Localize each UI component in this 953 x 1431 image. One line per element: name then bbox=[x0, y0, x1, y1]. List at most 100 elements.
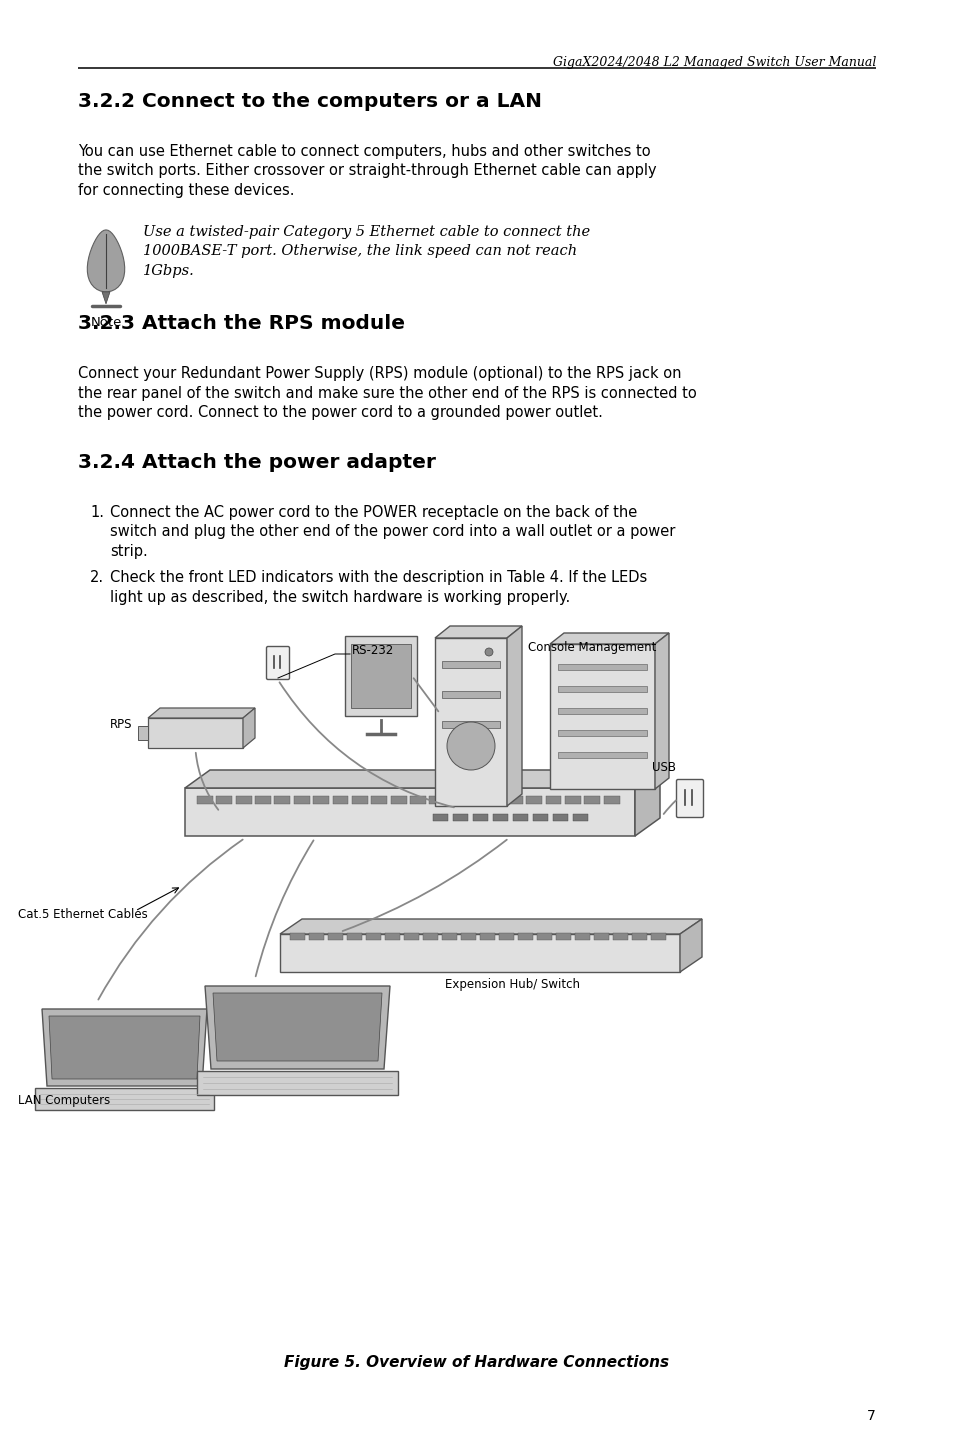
Text: Note: Note bbox=[91, 316, 122, 329]
FancyBboxPatch shape bbox=[313, 796, 329, 804]
Text: 3.2.3 Attach the RPS module: 3.2.3 Attach the RPS module bbox=[78, 315, 405, 333]
FancyBboxPatch shape bbox=[603, 796, 618, 804]
Text: Connect the AC power cord to the POWER receptacle on the back of the: Connect the AC power cord to the POWER r… bbox=[110, 505, 637, 519]
FancyBboxPatch shape bbox=[235, 796, 252, 804]
Text: the rear panel of the switch and make sure the other end of the RPS is connected: the rear panel of the switch and make su… bbox=[78, 386, 696, 401]
FancyBboxPatch shape bbox=[572, 814, 587, 820]
FancyBboxPatch shape bbox=[506, 796, 522, 804]
FancyBboxPatch shape bbox=[422, 933, 437, 940]
Text: strip.: strip. bbox=[110, 544, 148, 558]
FancyBboxPatch shape bbox=[460, 933, 476, 940]
FancyBboxPatch shape bbox=[498, 933, 514, 940]
Polygon shape bbox=[102, 292, 110, 303]
FancyBboxPatch shape bbox=[435, 638, 506, 806]
FancyBboxPatch shape bbox=[558, 685, 646, 693]
FancyBboxPatch shape bbox=[558, 664, 646, 670]
FancyBboxPatch shape bbox=[333, 796, 348, 804]
FancyBboxPatch shape bbox=[558, 753, 646, 758]
FancyBboxPatch shape bbox=[410, 796, 425, 804]
Text: 1000BASE-T port. Otherwise, the link speed can not reach: 1000BASE-T port. Otherwise, the link spe… bbox=[143, 245, 577, 259]
FancyBboxPatch shape bbox=[352, 796, 368, 804]
Text: 3.2.4 Attach the power adapter: 3.2.4 Attach the power adapter bbox=[78, 452, 436, 472]
Text: USB: USB bbox=[651, 761, 676, 774]
Text: Console Management: Console Management bbox=[527, 641, 656, 654]
Polygon shape bbox=[280, 919, 701, 934]
Text: RS-232: RS-232 bbox=[352, 644, 394, 657]
FancyBboxPatch shape bbox=[371, 796, 387, 804]
FancyBboxPatch shape bbox=[452, 814, 467, 820]
FancyBboxPatch shape bbox=[564, 796, 580, 804]
Polygon shape bbox=[185, 770, 659, 788]
FancyBboxPatch shape bbox=[294, 796, 310, 804]
FancyBboxPatch shape bbox=[676, 780, 702, 817]
FancyBboxPatch shape bbox=[532, 814, 547, 820]
Text: You can use Ethernet cable to connect computers, hubs and other switches to: You can use Ethernet cable to connect co… bbox=[78, 145, 650, 159]
Text: RPS: RPS bbox=[110, 718, 132, 731]
Circle shape bbox=[484, 648, 493, 655]
Text: switch and plug the other end of the power cord into a wall outlet or a power: switch and plug the other end of the pow… bbox=[110, 524, 675, 539]
FancyBboxPatch shape bbox=[556, 933, 571, 940]
FancyBboxPatch shape bbox=[403, 933, 418, 940]
FancyBboxPatch shape bbox=[550, 644, 655, 788]
Polygon shape bbox=[635, 770, 659, 836]
FancyBboxPatch shape bbox=[385, 933, 399, 940]
Polygon shape bbox=[213, 993, 381, 1060]
FancyBboxPatch shape bbox=[347, 933, 362, 940]
FancyBboxPatch shape bbox=[545, 796, 560, 804]
Polygon shape bbox=[243, 708, 254, 748]
FancyBboxPatch shape bbox=[512, 814, 527, 820]
Circle shape bbox=[447, 723, 495, 770]
FancyBboxPatch shape bbox=[441, 933, 456, 940]
FancyBboxPatch shape bbox=[479, 933, 495, 940]
FancyBboxPatch shape bbox=[266, 647, 289, 680]
Text: Expension Hub/ Switch: Expension Hub/ Switch bbox=[444, 977, 579, 992]
FancyBboxPatch shape bbox=[583, 796, 599, 804]
Text: 7: 7 bbox=[866, 1410, 875, 1422]
Text: the switch ports. Either crossover or straight-through Ethernet cable can apply: the switch ports. Either crossover or st… bbox=[78, 163, 656, 179]
FancyBboxPatch shape bbox=[441, 721, 499, 728]
Text: Cat.5 Ethernet Cables: Cat.5 Ethernet Cables bbox=[18, 909, 148, 922]
FancyBboxPatch shape bbox=[290, 933, 305, 940]
Text: LAN Computers: LAN Computers bbox=[18, 1095, 111, 1108]
Text: the power cord. Connect to the power cord to a grounded power outlet.: the power cord. Connect to the power cor… bbox=[78, 405, 602, 421]
FancyBboxPatch shape bbox=[196, 796, 213, 804]
FancyBboxPatch shape bbox=[432, 814, 447, 820]
Polygon shape bbox=[205, 986, 390, 1069]
FancyBboxPatch shape bbox=[148, 718, 243, 748]
FancyBboxPatch shape bbox=[366, 933, 381, 940]
FancyBboxPatch shape bbox=[487, 796, 503, 804]
FancyBboxPatch shape bbox=[185, 788, 635, 836]
FancyBboxPatch shape bbox=[558, 708, 646, 714]
Polygon shape bbox=[138, 726, 148, 740]
Text: Connect your Redundant Power Supply (RPS) module (optional) to the RPS jack on: Connect your Redundant Power Supply (RPS… bbox=[78, 366, 680, 381]
FancyBboxPatch shape bbox=[552, 814, 567, 820]
Text: 1Gbps.: 1Gbps. bbox=[143, 263, 194, 278]
FancyBboxPatch shape bbox=[351, 644, 411, 708]
Polygon shape bbox=[42, 1009, 207, 1086]
FancyBboxPatch shape bbox=[448, 796, 464, 804]
FancyBboxPatch shape bbox=[280, 934, 679, 972]
FancyBboxPatch shape bbox=[441, 691, 499, 698]
FancyBboxPatch shape bbox=[441, 661, 499, 668]
FancyBboxPatch shape bbox=[35, 1088, 213, 1110]
FancyBboxPatch shape bbox=[492, 814, 507, 820]
FancyBboxPatch shape bbox=[594, 933, 609, 940]
FancyBboxPatch shape bbox=[650, 933, 665, 940]
Polygon shape bbox=[550, 633, 668, 644]
FancyBboxPatch shape bbox=[631, 933, 646, 940]
Text: for connecting these devices.: for connecting these devices. bbox=[78, 183, 294, 197]
FancyBboxPatch shape bbox=[472, 814, 487, 820]
FancyBboxPatch shape bbox=[537, 933, 552, 940]
FancyBboxPatch shape bbox=[345, 635, 416, 716]
Polygon shape bbox=[148, 708, 254, 718]
Text: 3.2.2 Connect to the computers or a LAN: 3.2.2 Connect to the computers or a LAN bbox=[78, 92, 541, 112]
FancyBboxPatch shape bbox=[328, 933, 343, 940]
Text: light up as described, the switch hardware is working properly.: light up as described, the switch hardwa… bbox=[110, 590, 570, 605]
Text: GigaX2024/2048 L2 Managed Switch User Manual: GigaX2024/2048 L2 Managed Switch User Ma… bbox=[552, 56, 875, 69]
Text: 1.: 1. bbox=[90, 505, 104, 519]
Polygon shape bbox=[435, 625, 521, 638]
Polygon shape bbox=[679, 919, 701, 972]
Polygon shape bbox=[506, 625, 521, 806]
FancyBboxPatch shape bbox=[390, 796, 406, 804]
FancyBboxPatch shape bbox=[468, 796, 483, 804]
